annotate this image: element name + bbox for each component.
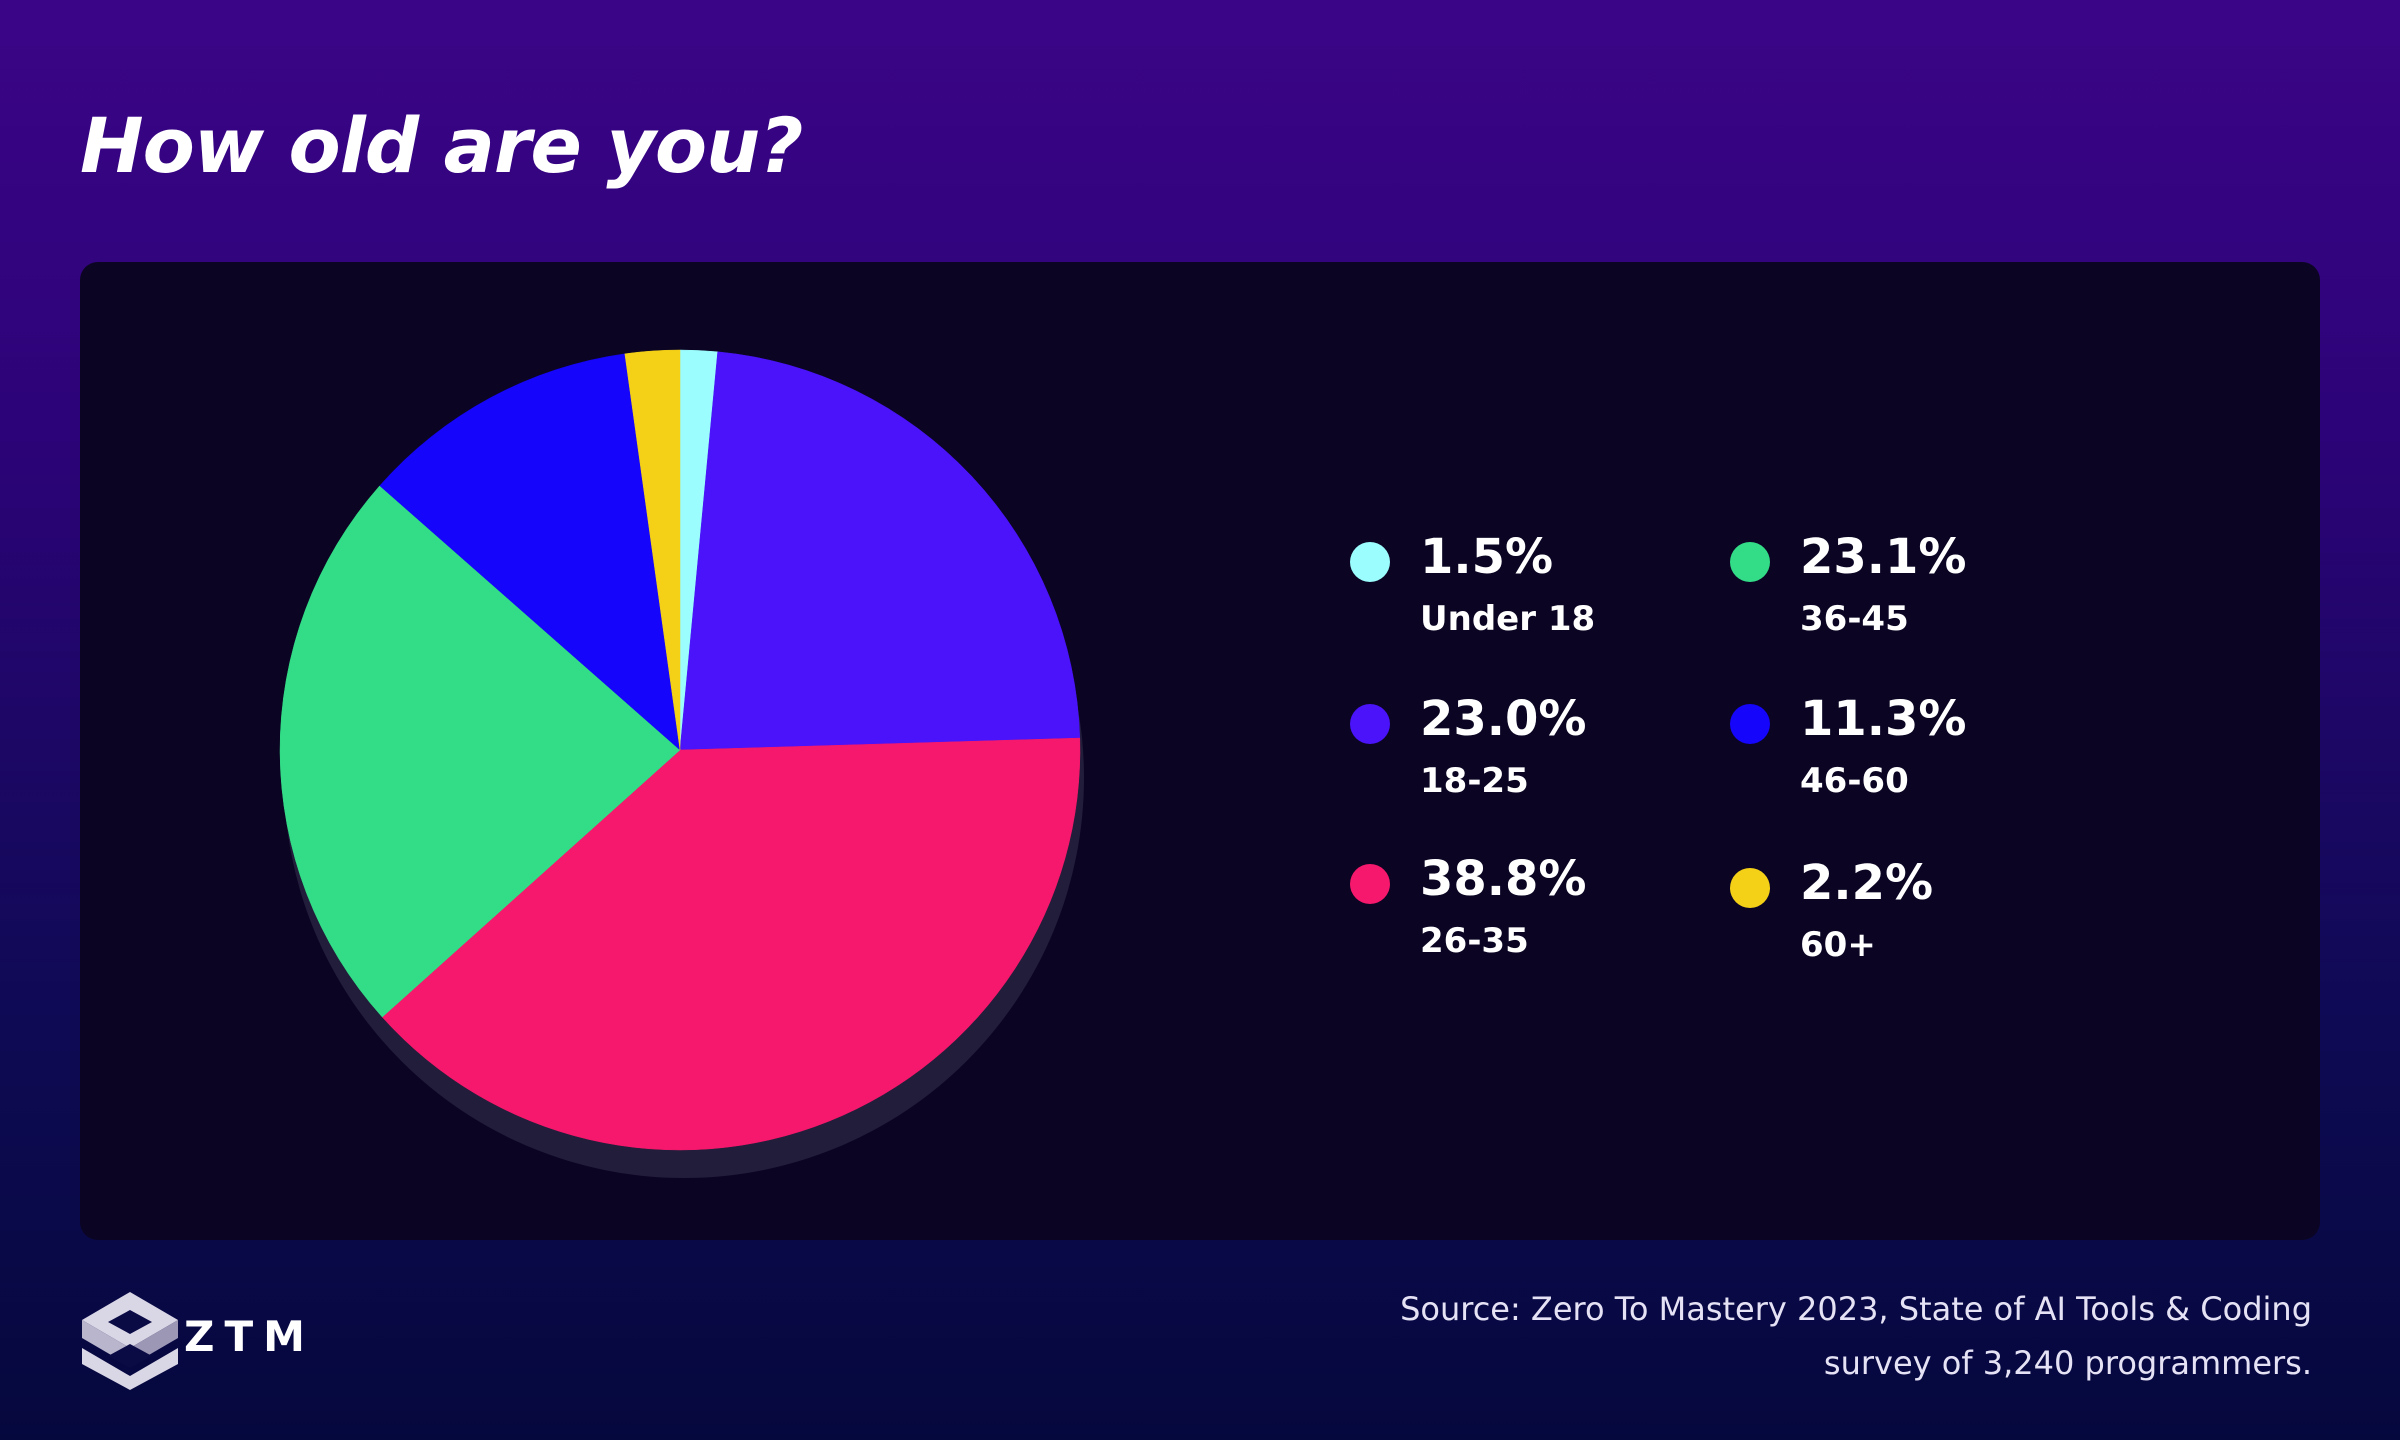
legend-label: Under 18 [1420,599,1596,639]
legend-item-36-45: 23.1% 36-45 [1730,524,2090,654]
pie-slice-26-35 [381,737,1081,1151]
pie-slice-46-60 [379,353,681,751]
legend-label: 18-25 [1420,761,1529,801]
legend-dot-icon [1730,542,1770,582]
pie-slice-18-25 [679,351,1081,751]
source-note: Source: Zero To Mastery 2023, State of A… [1212,1282,2312,1391]
source-line-2: survey of 3,240 programmers. [1823,1344,2312,1383]
brand: ZTM [80,1290,400,1390]
legend-label: 36-45 [1800,599,1909,639]
page-title: How old are you? [80,101,803,190]
legend-label: 46-60 [1800,761,1909,801]
ztm-logo-icon [82,1292,178,1390]
legend-dot-icon [1730,868,1770,908]
pie-slice-60 [624,349,681,751]
legend-value: 23.0% [1420,691,1587,747]
legend-value: 2.2% [1800,855,1934,911]
legend-value: 11.3% [1800,691,1967,747]
legend-item-18-25: 23.0% 18-25 [1350,686,1710,816]
pie-slice-36-45 [279,485,681,1018]
pie-chart [279,349,1084,1178]
legend-value: 1.5% [1420,529,1554,585]
legend-dot-icon [1350,542,1390,582]
legend-dot-icon [1730,704,1770,744]
legend: 1.5% Under 18 23.0% 18-25 38.8% 26-35 23… [1350,524,2150,1024]
legend-item-46-60: 11.3% 46-60 [1730,686,2090,816]
legend-value: 23.1% [1800,529,1967,585]
source-line-1: Source: Zero To Mastery 2023, State of A… [1400,1290,2312,1328]
legend-item-60-plus: 2.2% 60+ [1730,850,2090,980]
brand-name: ZTM [184,1312,315,1361]
legend-item-26-35: 38.8% 26-35 [1350,846,1710,976]
legend-item-under-18: 1.5% Under 18 [1350,524,1710,654]
legend-dot-icon [1350,864,1390,904]
chart-panel: 1.5% Under 18 23.0% 18-25 38.8% 26-35 23… [80,262,2320,1240]
legend-value: 38.8% [1420,851,1587,907]
legend-dot-icon [1350,704,1390,744]
legend-label: 26-35 [1420,921,1529,961]
legend-label: 60+ [1800,925,1876,965]
